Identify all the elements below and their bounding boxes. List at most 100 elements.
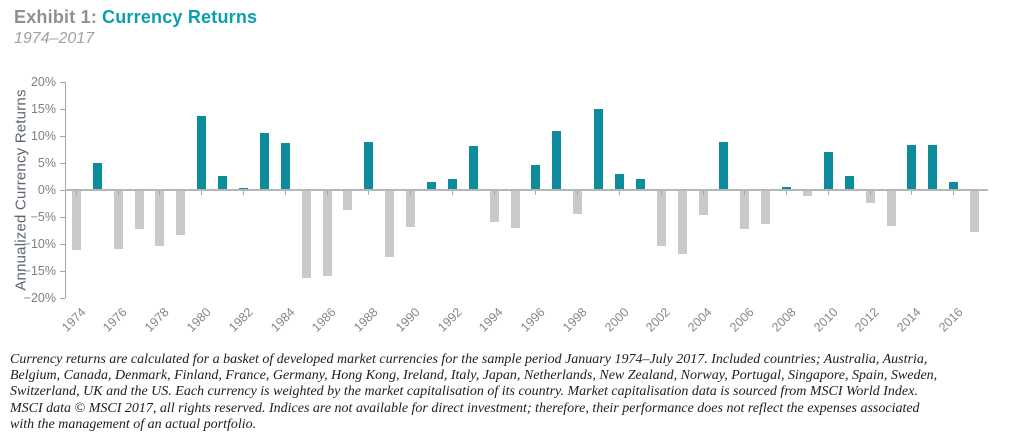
bar-1984 xyxy=(280,143,290,190)
bar-1995 xyxy=(510,190,520,228)
plot-area: 20% 15% 10% 5% 0% −5% −10% −15% −20% 1974 1976 1978… xyxy=(24,75,988,335)
bar-2004 xyxy=(698,190,708,215)
x-tick-mark xyxy=(284,191,286,195)
y-tick-label: −10% xyxy=(23,237,56,251)
bar-1978 xyxy=(155,190,165,246)
bar-2002 xyxy=(656,190,666,246)
bar-1987 xyxy=(343,190,353,210)
bar-2005 xyxy=(719,142,729,190)
x-tick-mark xyxy=(159,191,161,195)
x-tick-label: 2014 xyxy=(894,305,924,335)
bar-2012 xyxy=(865,190,875,203)
x-tick-mark xyxy=(577,191,579,195)
y-tick-label: −5% xyxy=(30,210,56,224)
x-tick-label: 2004 xyxy=(685,305,715,335)
bar-2011 xyxy=(844,176,854,190)
x-tick-label: 1988 xyxy=(351,305,381,335)
exhibit-title: Exhibit 1: Currency Returns xyxy=(14,6,257,28)
x-tick-label: 1976 xyxy=(100,305,131,335)
x-tick-label: 2012 xyxy=(852,305,883,335)
x-tick-mark xyxy=(911,191,913,195)
y-tick-mark xyxy=(60,162,65,164)
bar-1983 xyxy=(259,133,269,190)
bar-2013 xyxy=(886,190,896,226)
x-tick-mark xyxy=(702,191,704,195)
x-tick-mark xyxy=(660,191,662,195)
y-tick-mark xyxy=(60,270,65,272)
footnote-line: Switzerland, UK and the US. Each currenc… xyxy=(10,384,918,400)
bar-1998 xyxy=(573,190,583,214)
bar-2010 xyxy=(823,152,833,190)
x-tick-label: 2006 xyxy=(727,305,757,335)
y-tick-mark xyxy=(60,189,65,191)
bar-1979 xyxy=(176,190,186,235)
bar-2008 xyxy=(782,187,792,190)
footnote-line: Currency returns are calculated for a ba… xyxy=(10,352,928,367)
bar-1999 xyxy=(594,109,604,190)
bar-2003 xyxy=(677,190,687,254)
x-tick-label: 1994 xyxy=(476,305,507,335)
bar-2015 xyxy=(928,145,938,190)
bar-1996 xyxy=(531,165,541,190)
x-tick-label: 2002 xyxy=(643,305,674,335)
x-tick-mark xyxy=(243,191,245,195)
x-tick-mark xyxy=(786,191,788,195)
y-tick-mark xyxy=(60,243,65,245)
bar-1980 xyxy=(197,116,207,190)
x-tick-mark xyxy=(618,191,620,195)
bar-1989 xyxy=(385,190,395,257)
exhibit-subtitle: 1974–2017 xyxy=(14,30,95,47)
bar-1974 xyxy=(71,190,81,250)
y-tick-mark xyxy=(60,108,65,110)
bar-1994 xyxy=(489,190,499,222)
x-tick-label: 1998 xyxy=(560,305,590,335)
bar-2000 xyxy=(614,174,624,190)
y-tick-label: 0% xyxy=(37,183,56,197)
x-tick-mark xyxy=(326,191,328,195)
y-tick-label: 20% xyxy=(30,75,56,89)
y-tick-mark xyxy=(60,81,65,83)
y-tick-label: −15% xyxy=(23,264,56,278)
x-tick-label: 2010 xyxy=(810,305,841,335)
x-tick-mark xyxy=(953,191,955,195)
chart-header: Exhibit 1: Currency Returns 1974–2017 xyxy=(14,6,257,48)
bar-1991 xyxy=(427,182,436,190)
zero-axis-line xyxy=(65,189,988,191)
x-tick-label: 1980 xyxy=(184,305,214,335)
x-tick-label: 2008 xyxy=(768,305,799,335)
exhibit-label: Exhibit 1: xyxy=(14,7,98,27)
y-tick-label: 15% xyxy=(30,102,56,116)
bar-1997 xyxy=(552,131,562,190)
x-tick-mark xyxy=(451,191,453,195)
x-tick-mark xyxy=(201,191,203,195)
bar-2001 xyxy=(635,179,645,190)
bar-1977 xyxy=(134,190,144,229)
bar-2009 xyxy=(802,190,812,196)
bar-1988 xyxy=(364,142,374,190)
x-tick-label: 1986 xyxy=(309,305,339,335)
x-tick-mark xyxy=(117,191,119,195)
y-tick-label: 10% xyxy=(30,129,56,143)
footnote-line: MSCI data © MSCI 2017, all rights reserv… xyxy=(10,400,920,416)
y-tick-label: 5% xyxy=(37,156,56,170)
x-tick-label: 2000 xyxy=(601,305,632,335)
footnote: Currency returns are calculated for a ba… xyxy=(10,352,1016,433)
x-tick-label: 1992 xyxy=(434,305,465,335)
x-tick-mark xyxy=(869,191,871,195)
x-tick-mark xyxy=(827,191,829,195)
bar-2014 xyxy=(907,145,917,190)
bar-1993 xyxy=(468,146,478,190)
x-tick-mark xyxy=(410,191,412,195)
bar-2017 xyxy=(970,190,980,232)
x-tick-label: 1982 xyxy=(225,305,256,335)
x-tick-label: 2016 xyxy=(936,305,966,335)
x-tick-mark xyxy=(535,191,537,195)
x-tick-label: 1974 xyxy=(58,305,89,335)
y-tick-mark xyxy=(60,297,65,299)
x-tick-mark xyxy=(744,191,746,195)
x-tick-label: 1984 xyxy=(267,305,298,335)
y-tick-mark xyxy=(60,135,65,137)
bar-1985 xyxy=(301,190,311,278)
x-tick-mark xyxy=(368,191,370,195)
y-tick-mark xyxy=(60,216,65,218)
